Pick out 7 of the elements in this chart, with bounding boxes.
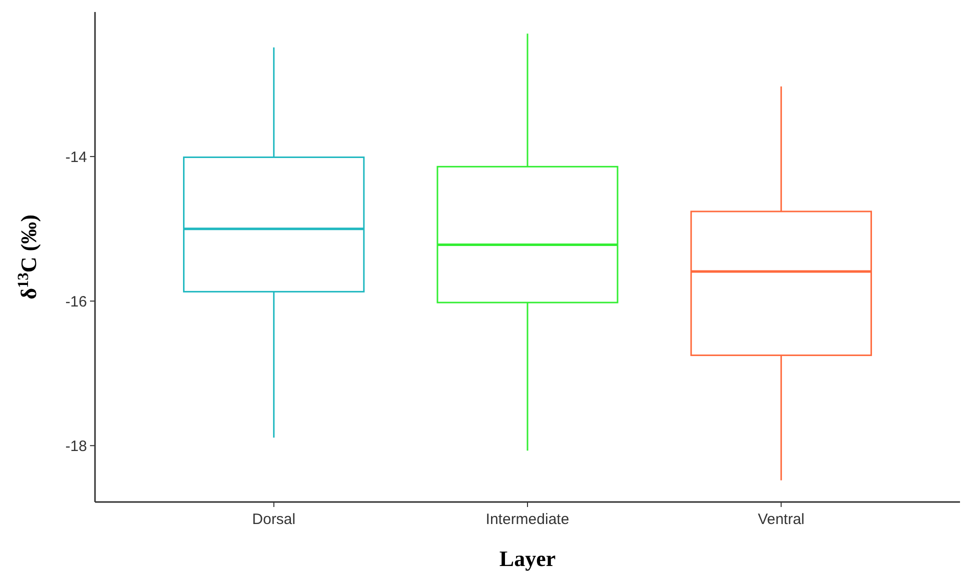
x-axis-title: Layer — [499, 546, 556, 571]
x-tick-label: Ventral — [758, 511, 805, 528]
y-tick-label: -16 — [65, 293, 87, 310]
x-tick-label: Intermediate — [486, 511, 570, 528]
y-tick-label: -18 — [65, 438, 87, 455]
y-tick-label: -14 — [65, 148, 87, 166]
x-tick-label: Dorsal — [252, 511, 296, 528]
